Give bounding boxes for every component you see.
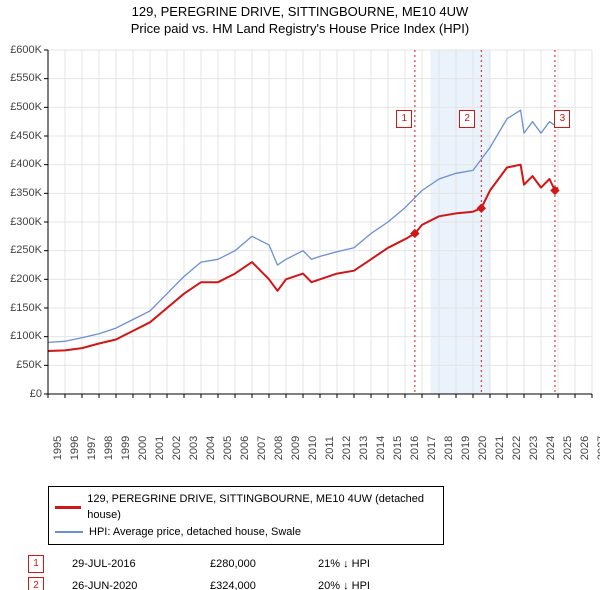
sale-diff: 20% ↓ HPI [318,580,398,590]
x-tick-label: 1997 [86,436,98,460]
legend-swatch-property [55,506,81,509]
legend: 129, PEREGRINE DRIVE, SITTINGBOURNE, ME1… [48,486,444,546]
x-tick-label: 2004 [205,436,217,460]
y-tick-label: £0 [30,388,42,400]
chart-area: £0 £50K £100K £150K £200K £250K £300K £350K £400… [0,38,600,448]
legend-label-hpi: HPI: Average price, detached house, Swal… [89,524,301,541]
legend-label-property: 129, PEREGRINE DRIVE, SITTINGBOURNE, ME1… [87,491,437,524]
y-tick-label: £600K [10,44,42,56]
x-tick-label: 2024 [545,436,557,460]
x-tick-label: 2007 [256,436,268,460]
y-tick-label: £50K [16,359,42,371]
y-tick-label: £250K [10,244,42,256]
x-tick-label: 1995 [52,436,64,460]
sale-marker-box: 3 [554,110,570,128]
sale-price: £280,000 [210,558,290,570]
x-tick-label: 2008 [273,436,285,460]
sales-row: 2 26-JUN-2020 £324,000 20% ↓ HPI [28,575,468,590]
legend-row-hpi: HPI: Average price, detached house, Swal… [55,524,437,541]
x-tick-label: 2013 [358,436,370,460]
x-tick-label: 2003 [188,436,200,460]
y-tick-label: £350K [10,187,42,199]
x-tick-label: 2000 [137,436,149,460]
y-tick-label: £550K [10,72,42,84]
sale-date: 29-JUL-2016 [72,558,182,570]
x-tick-label: 1998 [103,436,115,460]
x-tick-label: 2021 [494,436,506,460]
x-tick-label: 2012 [341,436,353,460]
sale-diff: 21% ↓ HPI [318,558,398,570]
sale-marker-box: 2 [28,577,44,590]
x-tick-label: 2025 [562,436,574,460]
x-tick-label: 2006 [239,436,251,460]
x-axis-labels: 1995199619971998199920002001200220032004… [0,448,600,482]
sale-marker-box: 1 [28,555,44,573]
x-tick-label: 2014 [375,436,387,460]
y-tick-label: £500K [10,101,42,113]
x-tick-label: 2015 [392,436,404,460]
sale-marker-box: 1 [396,110,412,128]
y-tick-label: £450K [10,130,42,142]
x-tick-label: 2019 [460,436,472,460]
x-tick-label: 2010 [307,436,319,460]
chart-title: 129, PEREGRINE DRIVE, SITTINGBOURNE, ME1… [0,0,600,38]
x-tick-label: 1999 [120,436,132,460]
x-tick-label: 1996 [69,436,81,460]
x-tick-label: 2027 [596,436,600,460]
y-tick-label: £400K [10,158,42,170]
title-line2: Price paid vs. HM Land Registry's House … [0,21,600,38]
x-tick-label: 2001 [154,436,166,460]
x-tick-label: 2002 [171,436,183,460]
x-tick-label: 2009 [290,436,302,460]
x-tick-label: 2011 [324,436,336,460]
sale-price: £324,000 [210,580,290,590]
sales-table: 1 29-JUL-2016 £280,000 21% ↓ HPI 2 26-JUN-202… [28,553,468,590]
x-tick-label: 2018 [443,436,455,460]
x-tick-label: 2016 [409,436,421,460]
x-tick-label: 2017 [426,436,438,460]
x-tick-label: 2005 [222,436,234,460]
sale-date: 26-JUN-2020 [72,580,182,590]
x-tick-label: 2022 [511,436,523,460]
legend-row-property: 129, PEREGRINE DRIVE, SITTINGBOURNE, ME1… [55,491,437,524]
x-tick-label: 2023 [528,436,540,460]
y-tick-label: £200K [10,273,42,285]
chart-svg [0,38,600,448]
sale-marker-box: 2 [459,110,475,128]
y-tick-label: £150K [10,302,42,314]
x-tick-label: 2026 [579,436,591,460]
title-line1: 129, PEREGRINE DRIVE, SITTINGBOURNE, ME1… [0,4,600,21]
sales-row: 1 29-JUL-2016 £280,000 21% ↓ HPI [28,553,468,575]
legend-swatch-hpi [55,531,83,533]
y-tick-label: £300K [10,216,42,228]
x-tick-label: 2020 [477,436,489,460]
y-tick-label: £100K [10,330,42,342]
